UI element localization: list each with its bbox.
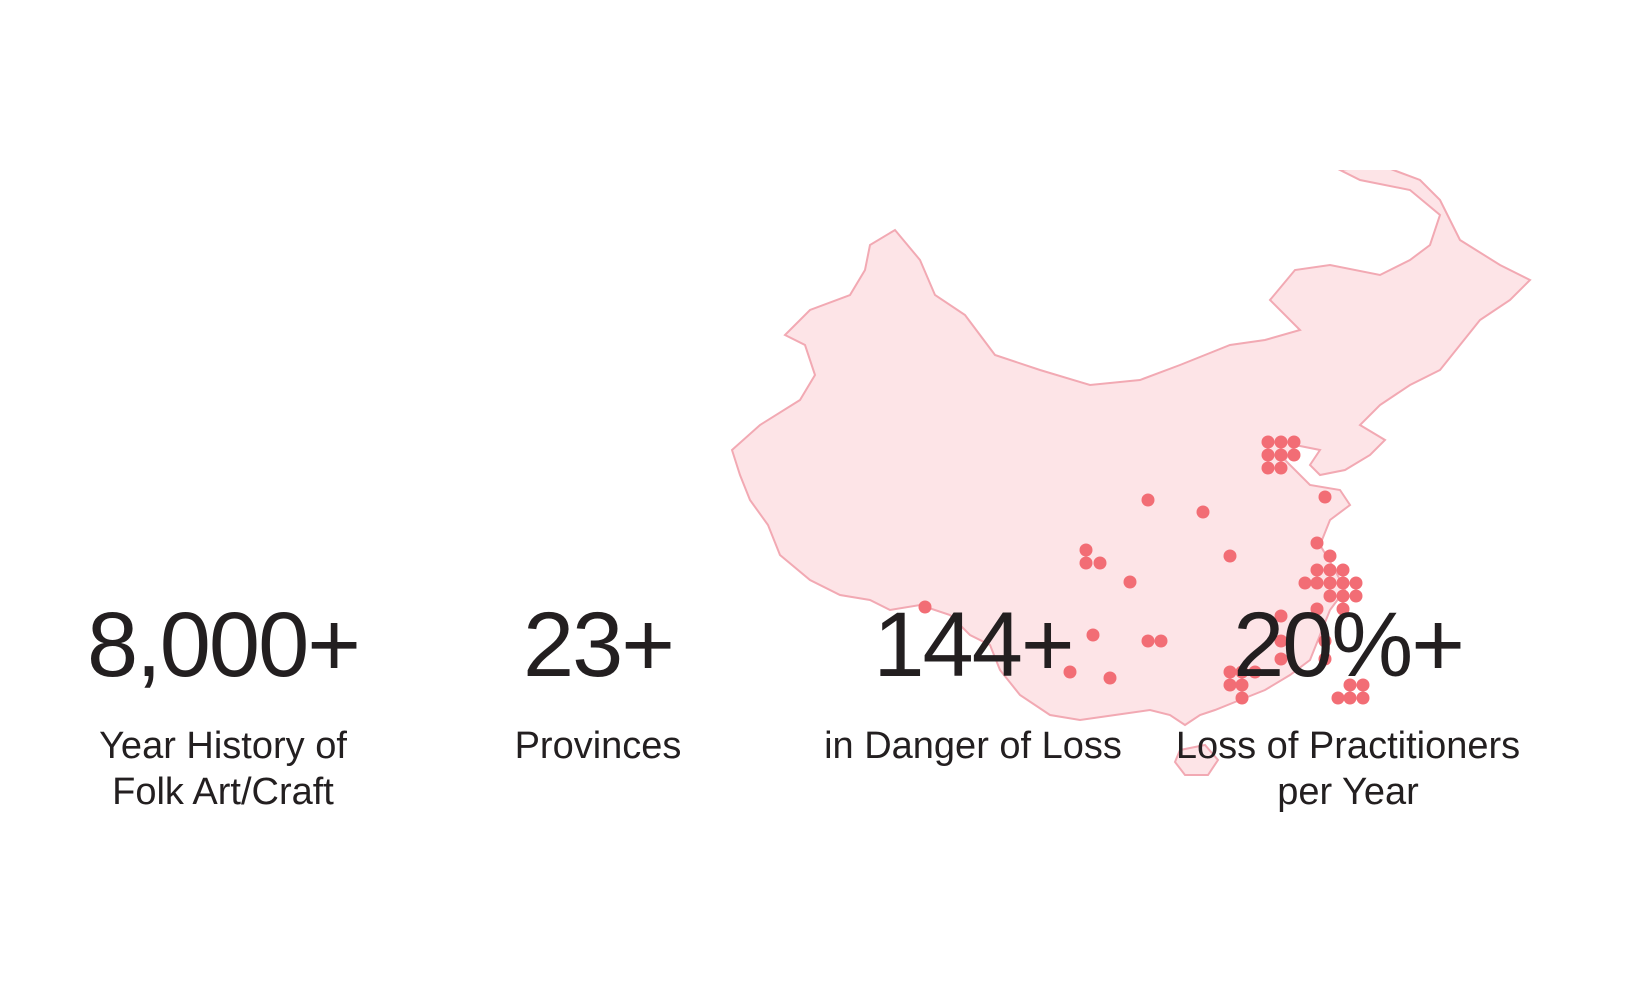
stat-number: 144+ (873, 594, 1074, 696)
location-dot-icon (1141, 493, 1155, 507)
location-dot-icon (1318, 634, 1332, 648)
stat-caption-line: Folk Art/Craft (112, 771, 334, 813)
location-dot-icon (1223, 665, 1237, 679)
location-dot-icon (1336, 576, 1350, 590)
location-dot-icon (1287, 435, 1301, 449)
location-dot-icon (1274, 652, 1288, 666)
location-dot-icon (1079, 543, 1093, 557)
location-dot-icon (918, 600, 932, 614)
stat-history: 8,000+ Year History of Folk Art/Craft (28, 595, 418, 815)
location-dot-icon (1318, 652, 1332, 666)
location-dot-icon (1323, 576, 1337, 590)
location-dot-icon (1079, 556, 1093, 570)
stat-caption-line: Provinces (514, 725, 682, 767)
location-dot-icon (1261, 435, 1275, 449)
location-dot-icon (1086, 628, 1100, 642)
hainan-island (1173, 743, 1220, 776)
location-dot-icon (1063, 665, 1077, 679)
location-dot-icon (1235, 691, 1249, 705)
location-dot-icon (1310, 536, 1324, 550)
location-dot-icon (1336, 563, 1350, 577)
heritage-dots (918, 435, 1370, 705)
location-dot-icon (1349, 576, 1363, 590)
location-dot-icon (1154, 634, 1168, 648)
location-dot-icon (1336, 589, 1350, 603)
location-dot-icon (1343, 678, 1357, 692)
location-dot-icon (1261, 461, 1275, 475)
stat-caption: Loss of Practitioners per Year (1153, 723, 1543, 815)
stat-provinces: 23+ Provinces (403, 595, 793, 769)
location-dot-icon (1331, 691, 1345, 705)
stat-caption-line: in Danger of Loss (824, 725, 1122, 767)
location-dot-icon (1310, 602, 1324, 616)
stat-number: 8,000+ (87, 594, 361, 696)
stat-caption: Provinces (403, 723, 793, 769)
location-dot-icon (1274, 448, 1288, 462)
stat-danger: 144+ in Danger of Loss (778, 595, 1168, 769)
stat-caption: in Danger of Loss (778, 723, 1168, 769)
location-dot-icon (1287, 448, 1301, 462)
stat-caption-line: Loss of Practitioners (1175, 725, 1521, 767)
location-dot-icon (1196, 505, 1210, 519)
location-dot-icon (1093, 556, 1107, 570)
stat-caption: Year History of Folk Art/Craft (28, 723, 418, 815)
location-dot-icon (1336, 602, 1350, 616)
location-dot-icon (1274, 461, 1288, 475)
stat-number: 20%+ (1233, 594, 1465, 696)
location-dot-icon (1356, 691, 1370, 705)
location-dot-icon (1298, 576, 1312, 590)
location-dot-icon (1310, 563, 1324, 577)
location-dot-icon (1323, 549, 1337, 563)
stat-number: 23+ (522, 594, 675, 696)
location-dot-icon (1235, 665, 1249, 679)
location-dot-icon (1274, 634, 1288, 648)
location-dot-icon (1343, 691, 1357, 705)
china-map-icon (730, 170, 1532, 776)
location-dot-icon (1235, 678, 1249, 692)
location-dot-icon (1310, 576, 1324, 590)
location-dot-icon (1223, 549, 1237, 563)
stat-practitioner-loss: 20%+ Loss of Practitioners per Year (1153, 595, 1543, 815)
location-dot-icon (1318, 490, 1332, 504)
location-dot-icon (1248, 665, 1262, 679)
location-dot-icon (1323, 563, 1337, 577)
location-dot-icon (1103, 671, 1117, 685)
location-dot-icon (1261, 448, 1275, 462)
location-dot-icon (1274, 435, 1288, 449)
location-dot-icon (1356, 678, 1370, 692)
location-dot-icon (1323, 589, 1337, 603)
location-dot-icon (1123, 575, 1137, 589)
location-dot-icon (1223, 678, 1237, 692)
location-dot-icon (1274, 609, 1288, 623)
location-dot-icon (1141, 634, 1155, 648)
stat-caption-line: Year History of (99, 725, 347, 767)
location-dot-icon (1349, 589, 1363, 603)
stat-caption-line: per Year (1277, 771, 1419, 813)
